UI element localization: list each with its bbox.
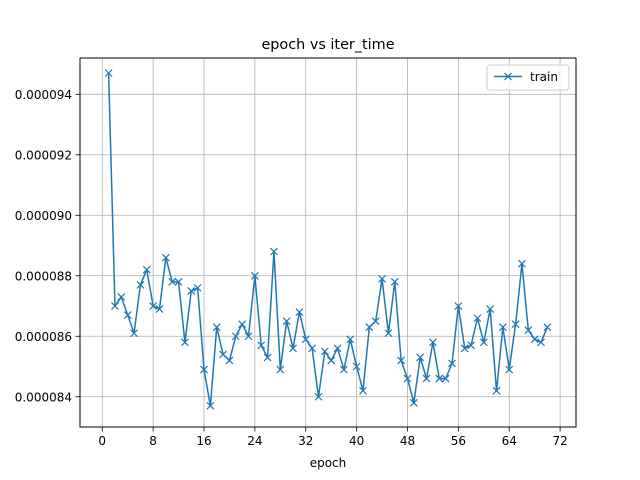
data-point xyxy=(155,305,164,313)
data-point xyxy=(448,359,456,368)
data-point xyxy=(409,398,418,407)
y-tick-label: 0.000094 xyxy=(15,88,72,102)
x-tick-label: 48 xyxy=(400,434,415,448)
data-point xyxy=(505,365,514,374)
data-point xyxy=(206,401,215,410)
data-point xyxy=(543,323,552,332)
data-point xyxy=(346,335,355,344)
legend: train xyxy=(486,64,570,91)
series-line-train xyxy=(107,73,549,407)
data-point xyxy=(301,335,310,344)
y-tick-label: 0.000086 xyxy=(15,330,72,344)
data-point xyxy=(327,356,336,365)
ticks: 0 8 16 24 32 40 48 56 64 72 0.000084 0.000086 0.0000… xyxy=(15,88,568,448)
data-point xyxy=(511,320,520,329)
data-point xyxy=(473,314,482,323)
data-point xyxy=(498,323,507,332)
data-point xyxy=(416,353,425,362)
data-point xyxy=(486,305,495,313)
x-tick-label: 64 xyxy=(502,434,517,448)
data-point xyxy=(365,323,374,332)
data-point xyxy=(403,374,412,383)
legend-box xyxy=(486,64,570,91)
data-point xyxy=(250,271,259,280)
x-axis-label: epoch xyxy=(310,456,347,470)
data-point xyxy=(359,386,367,395)
data-point xyxy=(225,356,234,365)
legend-label-train: train xyxy=(530,70,558,84)
data-point xyxy=(435,374,444,383)
data-point xyxy=(123,311,132,320)
x-tick-label: 56 xyxy=(451,434,466,448)
data-point xyxy=(524,326,533,335)
data-point xyxy=(518,259,526,268)
data-point xyxy=(460,344,469,353)
data-point xyxy=(282,317,291,326)
data-point xyxy=(111,302,119,310)
x-tick-label: 16 xyxy=(196,434,211,448)
data-point xyxy=(104,69,113,78)
data-point xyxy=(333,344,342,353)
data-point xyxy=(117,293,126,301)
data-point xyxy=(397,356,406,365)
data-point xyxy=(270,247,278,256)
y-tick-label: 0.000084 xyxy=(15,390,72,404)
data-point xyxy=(161,253,170,262)
data-point xyxy=(454,302,463,310)
data-point xyxy=(193,283,202,292)
data-point xyxy=(136,280,145,289)
grid xyxy=(80,58,576,427)
x-tick-label: 0 xyxy=(98,434,106,448)
data-point xyxy=(371,317,380,326)
data-point xyxy=(530,335,539,344)
data-point xyxy=(352,362,361,371)
x-tick-label: 32 xyxy=(298,434,313,448)
data-point xyxy=(263,353,272,362)
data-point xyxy=(180,338,189,347)
data-point xyxy=(428,338,437,347)
data-point xyxy=(276,365,285,374)
data-point xyxy=(308,344,317,353)
y-tick-label: 0.000088 xyxy=(15,269,72,283)
plot-frame xyxy=(79,57,577,428)
data-point xyxy=(187,286,196,295)
data-point xyxy=(289,344,297,353)
data-point xyxy=(130,329,138,338)
data-point xyxy=(142,265,151,274)
data-point xyxy=(479,338,488,347)
data-point xyxy=(149,302,158,310)
legend-marker xyxy=(504,72,512,81)
data-point xyxy=(231,332,240,341)
data-point xyxy=(378,274,386,283)
y-tick-label: 0.000090 xyxy=(15,209,72,223)
data-point xyxy=(314,392,323,401)
data-point xyxy=(257,341,266,350)
data-point xyxy=(384,329,393,338)
data-point xyxy=(441,374,450,383)
data-point xyxy=(200,365,208,374)
data-point xyxy=(537,338,545,347)
x-tick-label: 24 xyxy=(247,434,262,448)
data-point xyxy=(390,277,399,286)
data-point xyxy=(422,374,431,383)
data-point xyxy=(492,386,501,395)
chart-title: epoch vs iter_time xyxy=(261,37,394,53)
data-point xyxy=(339,365,348,374)
data-point xyxy=(174,277,183,286)
data-point xyxy=(168,277,177,286)
data-point xyxy=(295,308,304,316)
data-point xyxy=(212,323,221,332)
y-tick-label: 0.000092 xyxy=(15,148,72,162)
data-point xyxy=(467,341,476,350)
data-point xyxy=(219,350,228,359)
data-point xyxy=(238,320,247,329)
x-tick-label: 72 xyxy=(552,434,567,448)
x-tick-label: 8 xyxy=(149,434,157,448)
series-layer xyxy=(104,69,552,410)
x-tick-label: 40 xyxy=(349,434,364,448)
data-point xyxy=(244,332,253,341)
data-point xyxy=(320,347,329,356)
